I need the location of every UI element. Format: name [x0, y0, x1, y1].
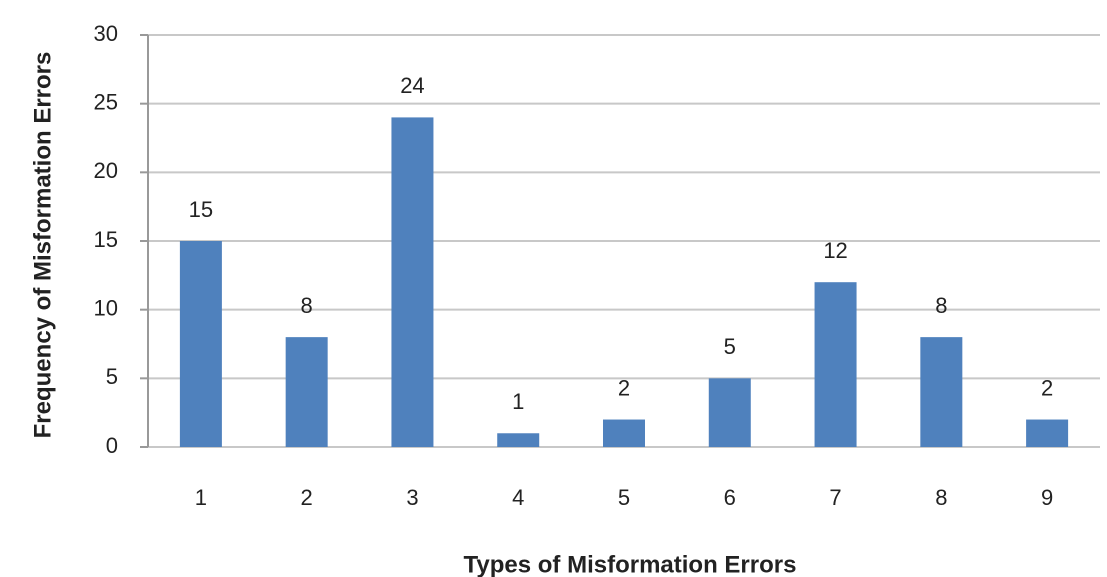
bar	[1026, 419, 1069, 447]
y-tick-label: 5	[106, 364, 118, 389]
x-tick-label: 4	[512, 485, 524, 510]
bar	[814, 282, 857, 447]
bar	[708, 378, 751, 447]
data-label: 5	[724, 334, 736, 359]
bar	[285, 337, 328, 447]
x-tick-label: 6	[724, 485, 736, 510]
data-label: 12	[823, 238, 847, 263]
x-tick-label: 7	[829, 485, 841, 510]
data-label: 2	[1041, 375, 1053, 400]
y-tick-label: 0	[106, 433, 118, 458]
data-label: 15	[189, 197, 213, 222]
y-tick-label: 15	[94, 227, 118, 252]
data-label: 8	[301, 293, 313, 318]
data-label: 24	[400, 73, 424, 98]
bar	[603, 419, 645, 447]
x-tick-label: 5	[618, 485, 630, 510]
y-tick-label: 20	[94, 158, 118, 183]
data-label: 1	[512, 389, 524, 414]
y-axis-title: Frequency of Misformation Errors	[29, 52, 56, 439]
x-tick-label: 9	[1041, 485, 1053, 510]
x-tick-label: 8	[935, 485, 947, 510]
data-label: 2	[618, 375, 630, 400]
x-tick-label: 3	[406, 485, 418, 510]
x-tick-label: 2	[301, 485, 313, 510]
bar	[920, 337, 963, 447]
y-tick-label: 25	[94, 89, 118, 114]
bar	[179, 241, 222, 447]
bar	[391, 117, 434, 448]
x-tick-label: 1	[195, 485, 207, 510]
bar	[497, 433, 540, 447]
x-axis-title: Types of Misformation Errors	[464, 551, 797, 577]
y-tick-label: 10	[94, 295, 118, 320]
data-label: 8	[935, 293, 947, 318]
y-tick-label: 30	[94, 21, 118, 46]
